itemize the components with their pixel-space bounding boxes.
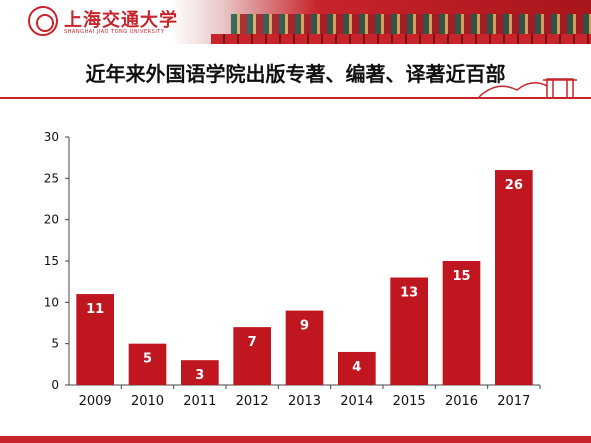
header-banner: 上海交通大学 SHANGHAI JIAO TONG UNIVERSITY <box>0 0 591 44</box>
university-logo-subtitle: SHANGHAI JIAO TONG UNIVERSITY <box>64 29 165 35</box>
bar-data-label: 3 <box>195 368 204 383</box>
footer-bar <box>0 436 591 443</box>
university-logo-text: 上海交通大学 <box>64 10 178 31</box>
bar-data-label: 13 <box>400 286 418 301</box>
gate-outline-icon <box>478 78 577 98</box>
x-tick-label: 2010 <box>131 394 164 409</box>
bar-data-label: 9 <box>300 319 309 334</box>
bar-2017 <box>494 170 533 385</box>
bar-2013 <box>285 310 324 385</box>
x-tick-label: 2015 <box>393 394 426 409</box>
bar-2016 <box>442 261 481 385</box>
bar-2015 <box>390 277 429 385</box>
decorative-eave <box>231 14 591 34</box>
bar-2014 <box>337 351 376 385</box>
bar-data-label: 15 <box>452 269 470 284</box>
bar-2012 <box>233 327 272 385</box>
bar-2010 <box>128 343 167 385</box>
bar-data-label: 4 <box>352 360 361 375</box>
bar-2009 <box>76 294 115 385</box>
y-tick-label: 30 <box>44 130 59 144</box>
y-tick-label: 10 <box>44 295 59 309</box>
y-tick-label: 0 <box>51 378 59 392</box>
chart-title: 近年来外国语学院出版专著、编著、译著近百部 <box>85 62 506 86</box>
title-divider <box>0 97 591 99</box>
x-tick-label: 2014 <box>340 394 373 409</box>
bar-data-label: 7 <box>248 335 257 350</box>
bar-2011 <box>180 360 219 385</box>
y-tick-label: 25 <box>44 171 59 185</box>
y-tick-label: 15 <box>44 254 59 268</box>
university-seal-icon <box>28 6 58 36</box>
bar-data-label: 11 <box>86 302 104 317</box>
x-tick-label: 2013 <box>288 394 321 409</box>
bar-data-label: 26 <box>505 178 523 193</box>
y-tick-label: 5 <box>51 337 59 351</box>
x-tick-label: 2012 <box>236 394 269 409</box>
decorative-eave-lower <box>211 34 591 44</box>
y-tick-label: 20 <box>44 213 59 227</box>
bar-data-label: 5 <box>143 352 152 367</box>
x-tick-label: 2017 <box>497 394 530 409</box>
x-tick-label: 2016 <box>445 394 478 409</box>
x-tick-label: 2009 <box>79 394 112 409</box>
x-tick-label: 2011 <box>183 394 216 409</box>
